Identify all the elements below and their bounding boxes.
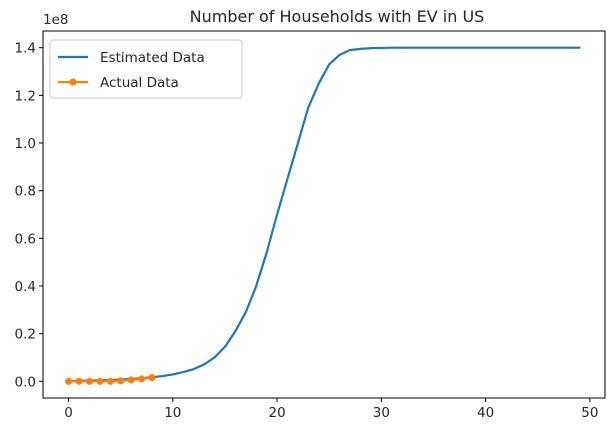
y-tick-label: 1.4 xyxy=(15,41,36,57)
data-point-actual-data xyxy=(85,377,93,385)
data-point-actual-data xyxy=(138,375,146,383)
legend-label-actual: Actual Data xyxy=(100,75,179,91)
data-point-actual-data xyxy=(96,377,104,385)
x-tick-label: 10 xyxy=(164,405,181,421)
axes-frame xyxy=(42,30,606,399)
y-tick-label: 0.8 xyxy=(15,184,36,200)
data-point-actual-data xyxy=(127,376,135,384)
y-tick-label: 1.2 xyxy=(15,88,36,104)
x-tick-label: 0 xyxy=(64,405,73,421)
legend: Estimated Data Actual Data xyxy=(49,39,243,99)
y-tick-label: 1.0 xyxy=(15,136,36,152)
plot-area xyxy=(65,46,581,385)
chart-title: Number of Households with EV in US xyxy=(190,7,485,26)
data-point-actual-data xyxy=(75,377,83,385)
y-tick-label: 0.4 xyxy=(15,279,36,295)
data-point-actual-data xyxy=(106,377,114,385)
data-point-actual-data xyxy=(117,377,125,385)
y-tick-label: 0.0 xyxy=(15,374,36,390)
data-point-actual-data xyxy=(148,374,156,382)
y-offset-text: 1e8 xyxy=(43,12,68,28)
y-axis: 0.0 0.2 0.4 0.6 0.8 1.0 1.2 1.4 xyxy=(15,41,43,390)
x-tick-label: 30 xyxy=(373,405,390,421)
legend-marker-actual xyxy=(69,78,77,86)
legend-label-estimated: Estimated Data xyxy=(100,50,205,66)
legend-box xyxy=(49,39,243,99)
x-tick-label: 40 xyxy=(477,405,494,421)
x-axis: 0 10 20 30 40 50 xyxy=(64,398,598,421)
x-tick-label: 50 xyxy=(581,405,598,421)
y-tick-label: 0.6 xyxy=(15,231,36,247)
y-tick-label: 0.2 xyxy=(15,327,36,343)
x-tick-label: 20 xyxy=(268,405,285,421)
data-point-actual-data xyxy=(65,377,73,385)
